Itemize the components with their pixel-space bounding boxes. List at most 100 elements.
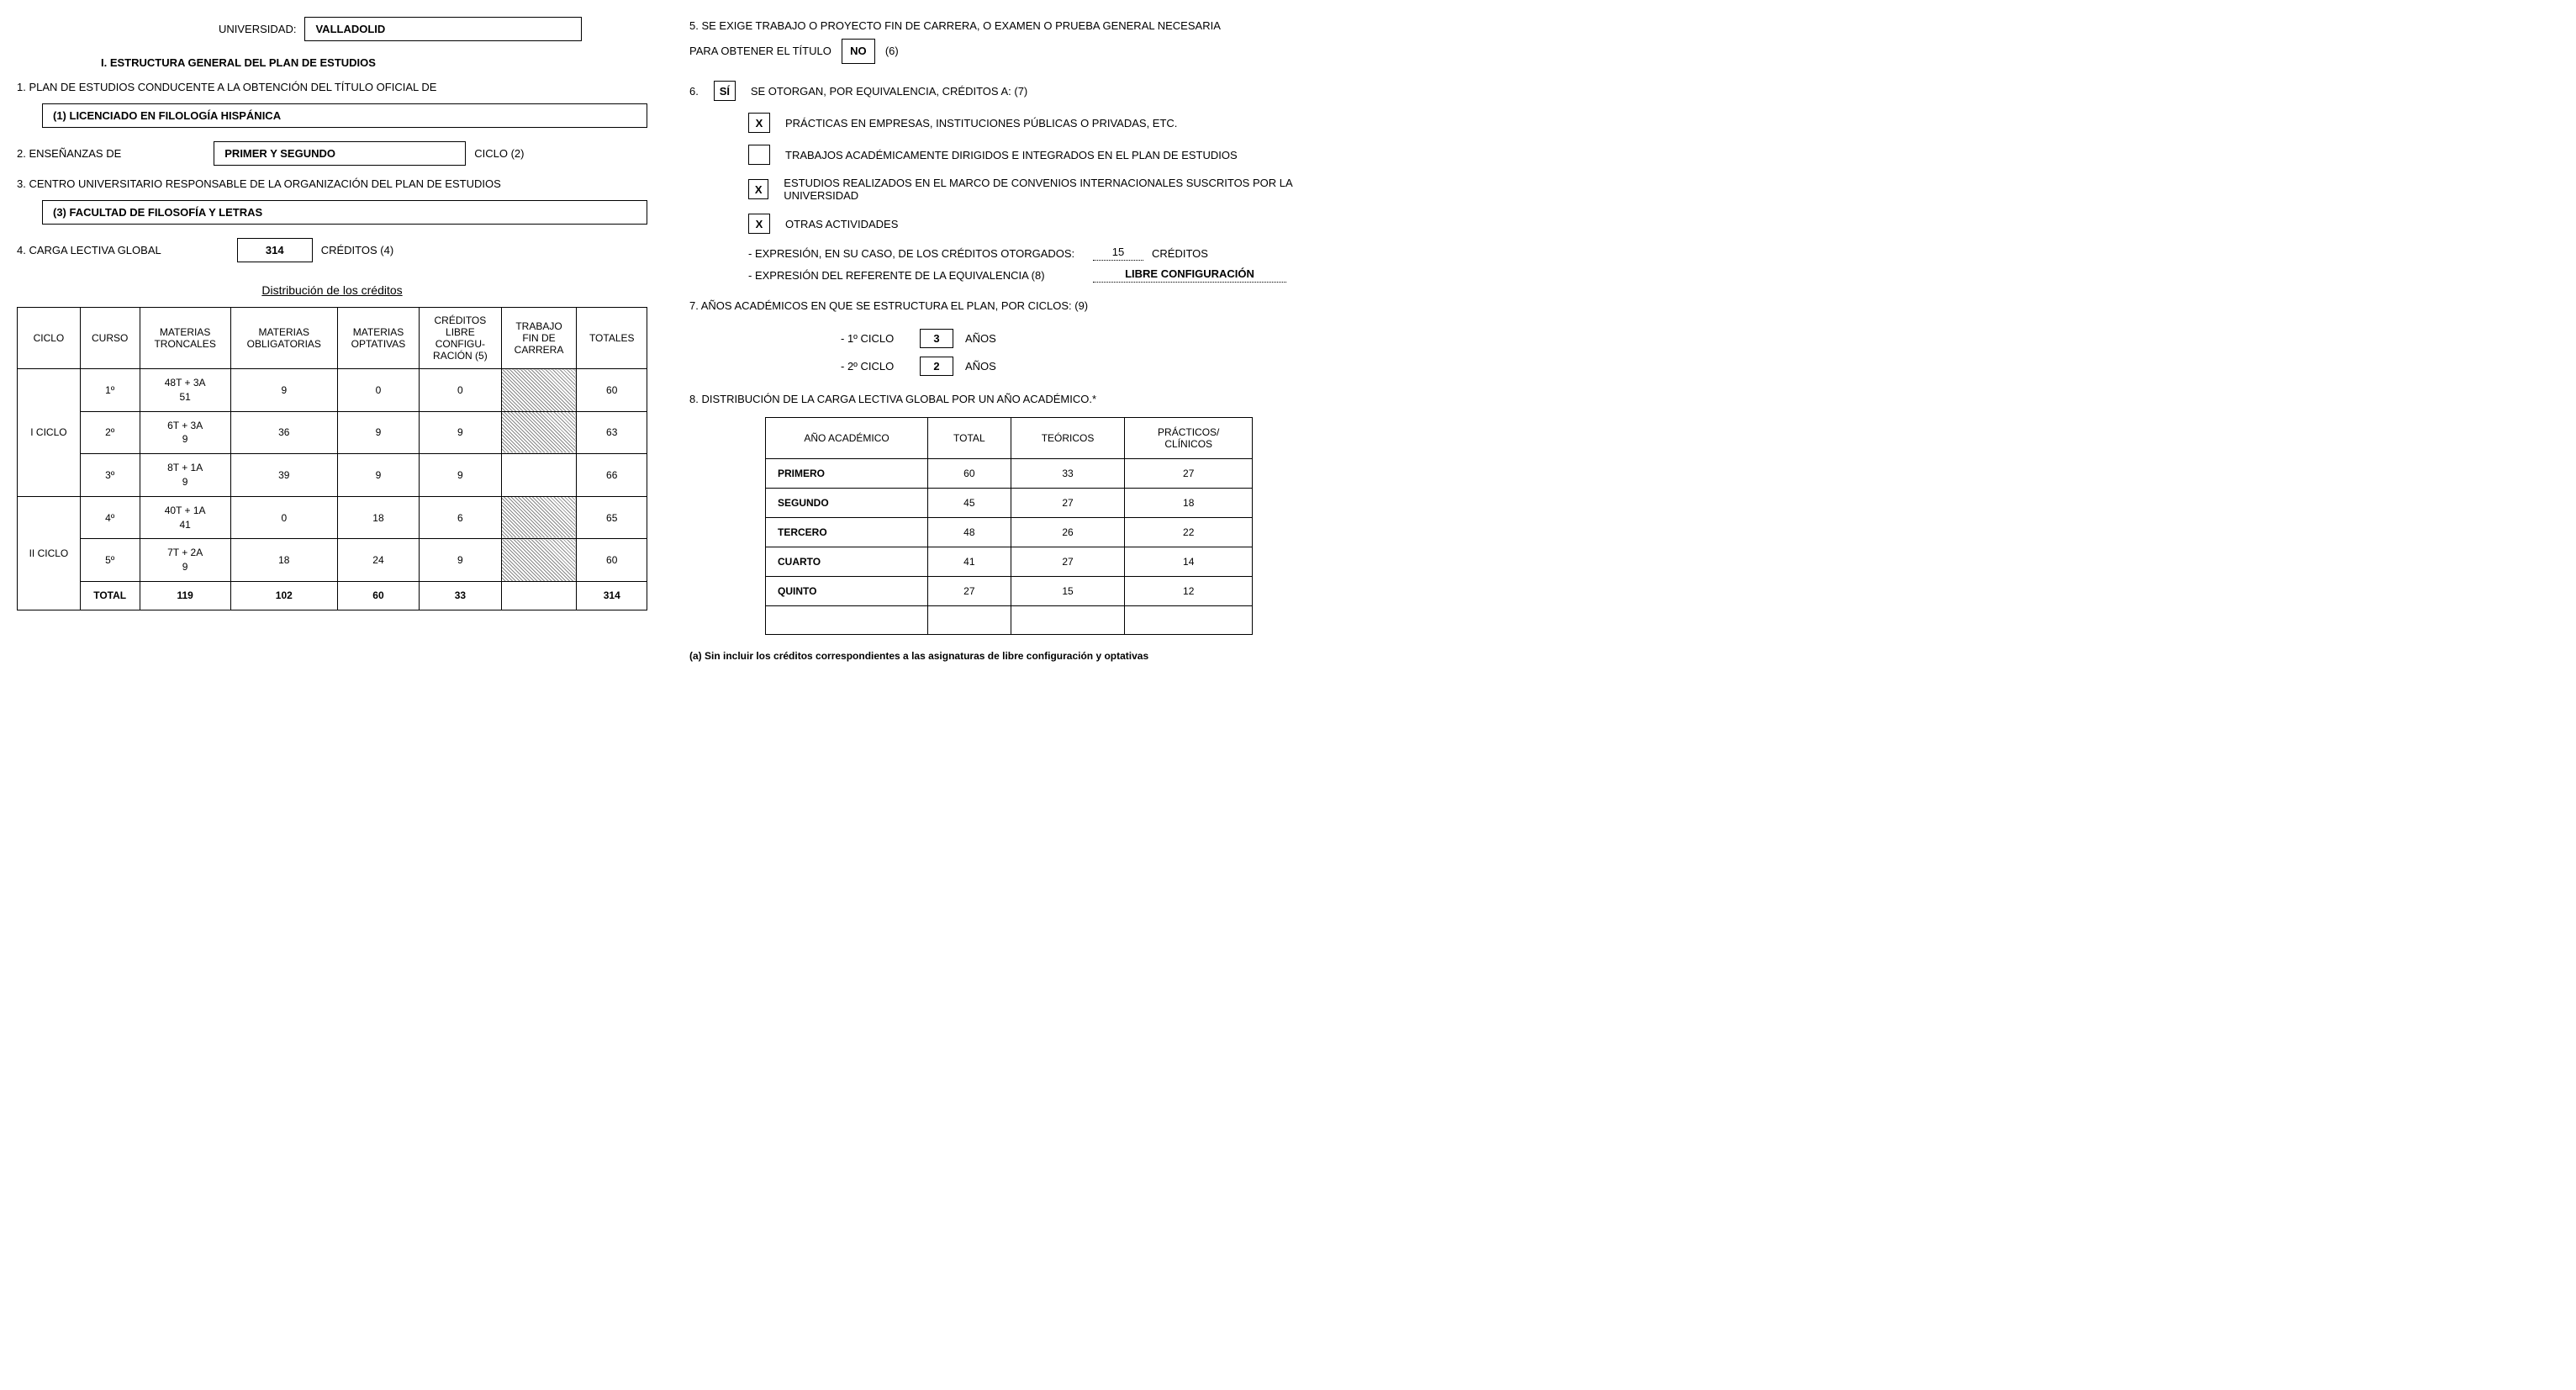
oblig-cell: 36 [230,411,337,454]
exp1-value: 15 [1093,246,1143,261]
table2-header: TOTAL [928,418,1011,459]
year-row: - 2º CICLO 2 AÑOS [841,357,1328,376]
oblig-cell: 9 [230,369,337,412]
table2-cell: 22 [1125,518,1253,547]
yearly-load-table: AÑO ACADÉMICOTOTALTEÓRICOSPRÁCTICOS/CLÍN… [765,417,1253,635]
troncal-cell: 7T + 2A9 [140,539,230,582]
year-label: - 2º CICLO [841,360,908,373]
table1-header: CRÉDITOSLIBRECONFIGU-RACIÓN (5) [420,308,501,369]
year-value: 3 [920,329,953,348]
table2-cell: QUINTO [766,577,928,606]
total-cell: 314 [577,581,647,610]
q6-item-text: ESTUDIOS REALIZADOS EN EL MARCO DE CONVE… [784,177,1328,202]
table2-cell: 27 [1125,459,1253,489]
table2-cell: 15 [1011,577,1125,606]
total-cell: 60 [577,369,647,412]
libre-cell: 0 [420,369,501,412]
q6-box: SÍ [714,81,736,101]
year-suffix: AÑOS [965,332,996,345]
table1-header: TRABAJOFIN DECARRERA [501,308,577,369]
opt-cell: 0 [337,369,419,412]
table2-row: CUARTO412714 [766,547,1253,577]
checkbox: X [748,113,770,133]
tfc-cell [501,369,577,412]
table2-cell: CUARTO [766,547,928,577]
table1-row: TOTAL1191026033 314 [18,581,647,610]
opt-cell: 60 [337,581,419,610]
left-column: UNIVERSIDAD: VALLADOLID I. ESTRUCTURA GE… [17,17,647,662]
credits-distribution-table: CICLOCURSOMATERIASTRONCALESMATERIASOBLIG… [17,307,647,610]
q4-label: 4. CARGA LECTIVA GLOBAL [17,244,161,256]
table2-cell [928,606,1011,635]
footnote-a: (a) Sin incluir los créditos correspondi… [689,650,1328,662]
q1-value: (1) LICENCIADO EN FILOLOGÍA HISPÁNICA [42,103,647,128]
q6-item-text: OTRAS ACTIVIDADES [785,218,898,230]
table2-cell: 45 [928,489,1011,518]
libre-cell: 9 [420,454,501,497]
table2-cell: 18 [1125,489,1253,518]
curso-cell: 5º [80,539,140,582]
table2-cell [766,606,928,635]
table2-cell: 27 [1011,489,1125,518]
q6-item: TRABAJOS ACADÉMICAMENTE DIRIGIDOS E INTE… [748,145,1328,165]
table2-header: TEÓRICOS [1011,418,1125,459]
table2-cell: PRIMERO [766,459,928,489]
libre-cell: 33 [420,581,501,610]
tfc-cell [501,496,577,539]
exp2-label: - EXPRESIÓN DEL REFERENTE DE LA EQUIVALE… [748,269,1085,282]
opt-cell: 18 [337,496,419,539]
table2-cell: 27 [928,577,1011,606]
q4-value: 314 [237,238,313,262]
table1-row: I CICLO1º48T + 3A5190060 [18,369,647,412]
table1-header: MATERIASOPTATIVAS [337,308,419,369]
table2-header: PRÁCTICOS/CLÍNICOS [1125,418,1253,459]
q6-item: X OTRAS ACTIVIDADES [748,214,1328,234]
oblig-cell: 102 [230,581,337,610]
q7-label: 7. AÑOS ACADÉMICOS EN QUE SE ESTRUCTURA … [689,299,1328,312]
q2-suffix: CICLO (2) [474,147,524,160]
total-cell: 65 [577,496,647,539]
right-column: 5. SE EXIGE TRABAJO O PROYECTO FIN DE CA… [689,17,1328,662]
q6-item: X ESTUDIOS REALIZADOS EN EL MARCO DE CONV… [748,177,1328,202]
year-value: 2 [920,357,953,376]
table2-cell: TERCERO [766,518,928,547]
table2-cell: 60 [928,459,1011,489]
table2-cell: 33 [1011,459,1125,489]
tfc-cell [501,454,577,497]
q3-value: (3) FACULTAD DE FILOSOFÍA Y LETRAS [42,200,647,225]
table1-row: 3º8T + 1A9399966 [18,454,647,497]
table2-row: TERCERO482622 [766,518,1253,547]
q6-prefix: 6. [689,85,699,98]
checkbox [748,145,770,165]
curso-cell: TOTAL [80,581,140,610]
curso-cell: 4º [80,496,140,539]
q2-value: PRIMER Y SEGUNDO [214,141,466,166]
table1-row: 2º6T + 3A9369963 [18,411,647,454]
q4-suffix: CRÉDITOS (4) [321,244,393,256]
q6-item-text: TRABAJOS ACADÉMICAMENTE DIRIGIDOS E INTE… [785,149,1238,161]
troncal-cell: 119 [140,581,230,610]
year-label: - 1º CICLO [841,332,908,345]
table2-cell: 41 [928,547,1011,577]
checkbox: X [748,214,770,234]
total-cell: 66 [577,454,647,497]
q6-text: SE OTORGAN, POR EQUIVALENCIA, CRÉDITOS A… [751,85,1027,98]
table1-header: MATERIASOBLIGATORIAS [230,308,337,369]
q2-label: 2. ENSEÑANZAS DE [17,147,121,160]
table2-cell: 48 [928,518,1011,547]
q5-line1: 5. SE EXIGE TRABAJO O PROYECTO FIN DE CA… [689,17,1328,35]
q6-item-text: PRÁCTICAS EN EMPRESAS, INSTITUCIONES PÚB… [785,117,1177,129]
table1-header: TOTALES [577,308,647,369]
oblig-cell: 39 [230,454,337,497]
q3-label: 3. CENTRO UNIVERSITARIO RESPONSABLE DE L… [17,177,647,190]
table2-cell [1011,606,1125,635]
table2-cell: 12 [1125,577,1253,606]
q6-item: X PRÁCTICAS EN EMPRESAS, INSTITUCIONES PÚ… [748,113,1328,133]
opt-cell: 9 [337,454,419,497]
libre-cell: 9 [420,411,501,454]
tfc-cell [501,581,577,610]
checkbox: X [748,179,768,199]
q5-suffix: (6) [885,42,899,61]
opt-cell: 24 [337,539,419,582]
year-suffix: AÑOS [965,360,996,373]
